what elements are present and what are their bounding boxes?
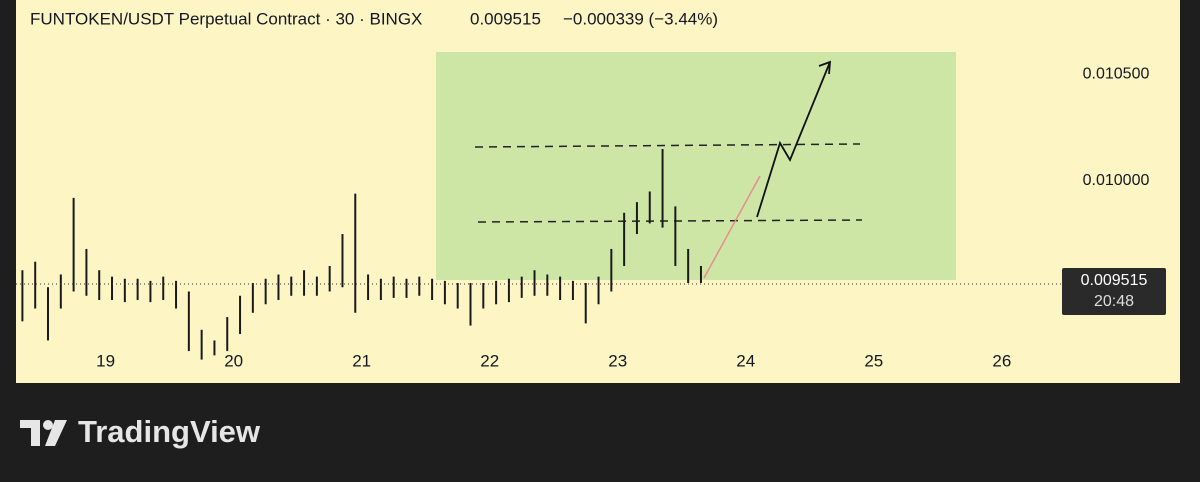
brand-logo: [20, 420, 67, 446]
x-tick-label: 25: [864, 351, 883, 370]
x-tick-label: 19: [96, 351, 115, 370]
x-tick-label: 24: [736, 351, 755, 370]
plot: [21, 148, 702, 360]
target-zone: [436, 52, 956, 280]
last-price: 0.009515: [470, 9, 541, 28]
x-tick-label: 21: [352, 351, 371, 370]
price-label-box: [1062, 268, 1166, 315]
y-tick-label: 0.010000: [1083, 172, 1150, 189]
logo-dot: [43, 420, 53, 430]
projection-line: [703, 175, 761, 279]
x-tick-label: 23: [608, 351, 627, 370]
price-change: −0.000339 (−3.44%): [563, 9, 718, 28]
logo-mark: [45, 420, 67, 446]
x-tick-label: 22: [480, 351, 499, 370]
y-tick-label: 0.010500: [1083, 66, 1150, 83]
x-tick-label: 20: [224, 351, 243, 370]
price-time: 20:48: [1094, 293, 1134, 310]
logo-mark: [20, 420, 40, 446]
x-tick-label: 26: [992, 351, 1011, 370]
chart-title: FUNTOKEN/USDT Perpetual Contract · 30 · …: [30, 9, 422, 28]
arrow-head: [818, 60, 832, 75]
brand-name: TradingView: [78, 414, 261, 449]
projection-arrow: [756, 61, 831, 218]
price-label: 0.009515: [1081, 272, 1148, 289]
